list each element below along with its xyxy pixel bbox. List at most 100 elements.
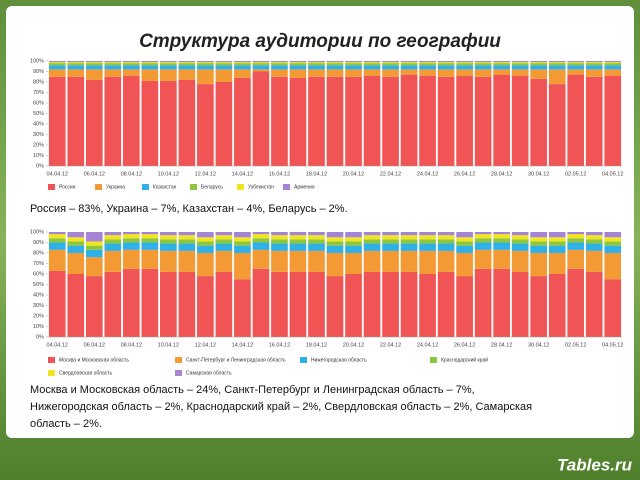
bar-segment xyxy=(215,69,233,82)
bar-segment xyxy=(178,79,196,166)
legend-swatch xyxy=(283,184,290,190)
bar-segment xyxy=(567,242,585,250)
bar-segment xyxy=(252,65,270,70)
bar-segment xyxy=(345,62,362,64)
bar-segment xyxy=(326,237,344,242)
bar-segment xyxy=(474,62,492,64)
bar-segment xyxy=(215,61,233,63)
bar-segment xyxy=(456,65,473,70)
bar-segment xyxy=(326,69,344,77)
y-tick-label: 80% xyxy=(33,250,44,256)
bar-segment xyxy=(48,65,66,70)
bar-segment xyxy=(363,243,381,251)
bar-segment xyxy=(122,61,140,63)
bar-segment xyxy=(567,63,585,66)
bar-segment xyxy=(48,61,66,63)
x-tick-label: 08.04.12 xyxy=(121,342,142,348)
bar-segment xyxy=(400,65,418,70)
legend-label: Самарская область xyxy=(186,370,232,376)
bar-segment xyxy=(511,65,529,70)
bar-segment xyxy=(252,268,270,337)
bar-segment xyxy=(400,74,418,166)
bar-segment xyxy=(345,232,362,238)
bar-segment xyxy=(308,76,325,166)
bar-segment xyxy=(604,65,622,70)
bar-segment xyxy=(382,239,399,244)
bar-segment xyxy=(437,61,455,63)
bar-segment xyxy=(160,271,177,337)
bar-segment xyxy=(67,62,85,64)
bar-segment xyxy=(122,69,140,76)
bar-segment xyxy=(530,78,548,166)
y-tick-label: 30% xyxy=(33,132,44,138)
bar-segment xyxy=(215,235,233,240)
bar-segment xyxy=(363,239,381,244)
bar-segment xyxy=(308,62,325,64)
bar-segment xyxy=(85,232,103,242)
bar-segment xyxy=(474,232,492,235)
bar-segment xyxy=(511,239,529,244)
bar-segment xyxy=(585,69,603,77)
bar-segment xyxy=(585,76,603,166)
bar-segment xyxy=(456,75,473,166)
bar-segment xyxy=(474,65,492,70)
x-tick-label: 28.04.12 xyxy=(491,171,512,177)
x-tick-label: 18.04.12 xyxy=(306,342,327,348)
bar-segment xyxy=(585,65,603,70)
bar-segment xyxy=(326,253,344,277)
bar-segment xyxy=(289,62,307,64)
bar-segment xyxy=(160,62,177,64)
bar-segment xyxy=(419,274,436,337)
bar-segment xyxy=(122,268,140,337)
bar-segment xyxy=(160,243,177,251)
bar-segment xyxy=(437,232,455,236)
bar-segment xyxy=(252,62,270,64)
bar-segment xyxy=(234,279,251,337)
bar-segment xyxy=(585,61,603,63)
bar-segment xyxy=(493,234,510,239)
bar-segment xyxy=(419,250,436,274)
caption: область – 2%. xyxy=(30,418,102,430)
bar-segment xyxy=(67,76,85,166)
bar-segment xyxy=(289,65,307,70)
bar-segment xyxy=(382,232,399,236)
bar-segment xyxy=(326,61,344,63)
bar-segment xyxy=(363,62,381,64)
bar-segment xyxy=(67,69,85,77)
x-tick-label: 16.04.12 xyxy=(269,171,290,177)
bar-segment xyxy=(567,69,585,75)
bar-segment xyxy=(419,239,436,244)
x-tick-label: 24.04.12 xyxy=(417,342,438,348)
bar-segment xyxy=(437,63,455,66)
bar-segment xyxy=(326,76,344,166)
bar-segment xyxy=(585,232,603,236)
bar-segment xyxy=(234,63,251,66)
bar-segment xyxy=(456,61,473,63)
bar-segment xyxy=(326,62,344,64)
bar-segment xyxy=(48,238,66,243)
bar-segment xyxy=(234,245,251,253)
x-tick-label: 26.04.12 xyxy=(454,171,475,177)
bar-segment xyxy=(271,232,288,236)
legend-swatch xyxy=(300,357,307,363)
bar-segment xyxy=(382,61,399,63)
bar-segment xyxy=(474,69,492,77)
bar-segment xyxy=(67,245,85,253)
bar-segment xyxy=(289,271,307,337)
bar-segment xyxy=(141,62,159,64)
bar-segment xyxy=(567,238,585,243)
bar-segment xyxy=(178,243,196,251)
bar-segment xyxy=(567,234,585,239)
x-tick-label: 04.04.12 xyxy=(47,342,68,348)
slide-title: Структура аудитории по географии xyxy=(139,31,501,52)
bar-segment xyxy=(160,239,177,244)
bar-segment xyxy=(271,239,288,244)
x-tick-label: 04.05.12 xyxy=(602,171,623,177)
bar-segment xyxy=(289,250,307,272)
bar-segment xyxy=(178,65,196,70)
bar-segment xyxy=(141,61,159,63)
bar-segment xyxy=(548,274,566,337)
bar-segment xyxy=(67,65,85,70)
bar-segment xyxy=(419,61,436,63)
bar-segment xyxy=(382,243,399,251)
